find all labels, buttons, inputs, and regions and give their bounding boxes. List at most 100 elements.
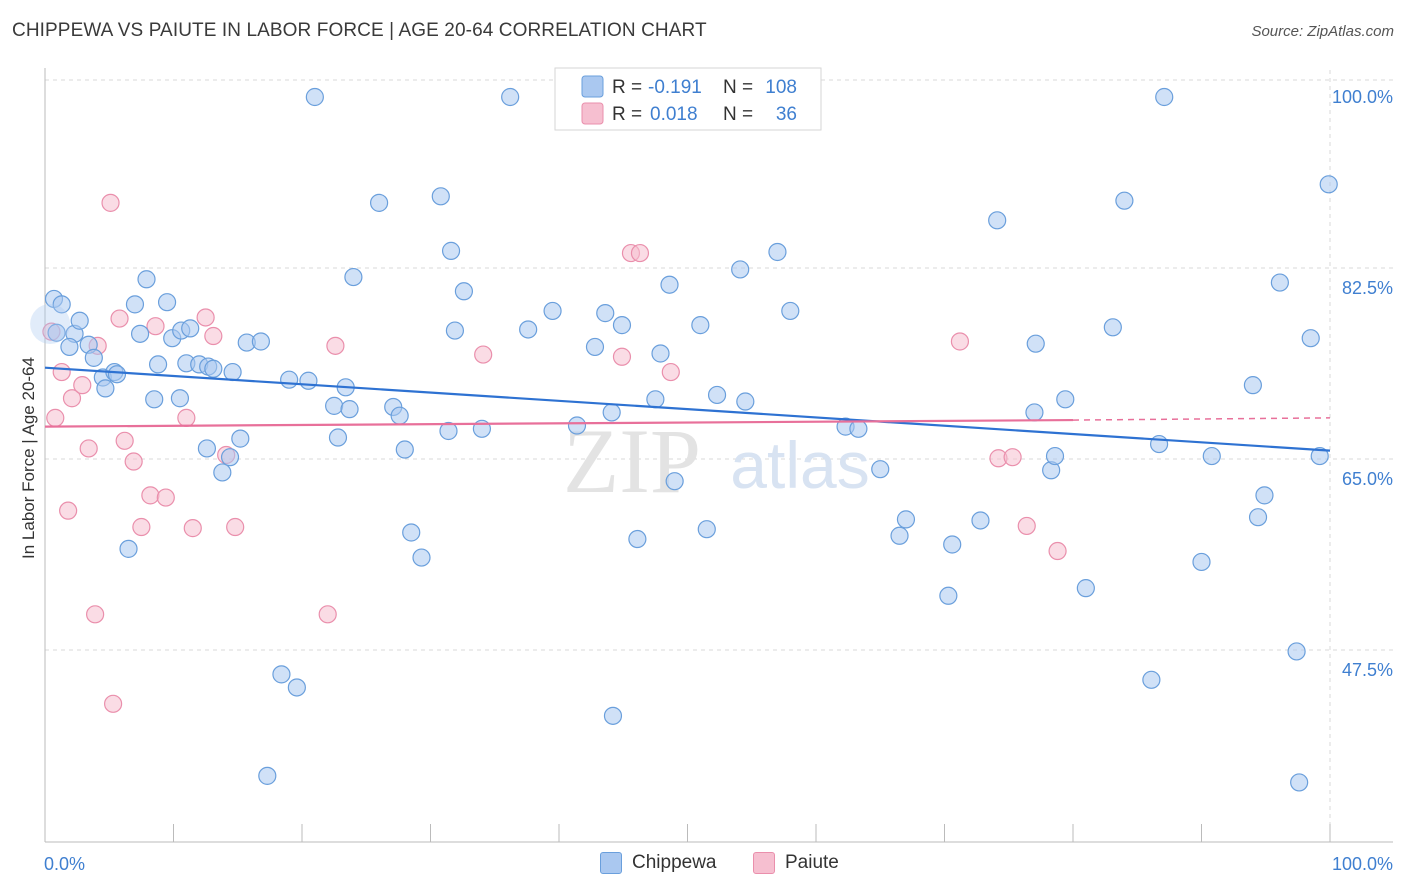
chippewa-point-87 xyxy=(1026,334,1045,353)
paiute-point-33 xyxy=(1003,448,1022,467)
legend-chippewa-n-value: 108 xyxy=(765,77,797,98)
chippewa-point-39 xyxy=(305,87,324,107)
paiute-point-3 xyxy=(59,501,78,520)
chippewa-point-29 xyxy=(220,448,240,467)
chippewa-point-31 xyxy=(231,429,250,448)
chippewa-point-34 xyxy=(258,766,277,785)
paiute-point-15 xyxy=(141,486,160,505)
y-axis-label: In Labor Force | Age 20-64 xyxy=(19,357,38,559)
grid-lines xyxy=(45,70,1393,842)
chippewa-point-72 xyxy=(697,520,716,539)
chippewa-point-16 xyxy=(145,390,164,409)
legend-top: R = -0.191 N = 108 R = 0.018 N = 36 xyxy=(554,67,822,131)
chippewa-point-51 xyxy=(431,187,450,206)
x-tick-label-min: 0.0% xyxy=(44,854,85,874)
chippewa-point-84 xyxy=(943,535,962,554)
y-tick-label-1: 82.5% xyxy=(1342,278,1393,298)
chippewa-point-44 xyxy=(344,267,363,287)
x-tick-labels: 0.0% 100.0% xyxy=(44,854,1393,874)
paiute-point-2 xyxy=(52,362,71,382)
chippewa-point-102 xyxy=(1255,486,1274,505)
chippewa-point-38 xyxy=(299,371,318,390)
chippewa-point-80 xyxy=(871,460,890,479)
chippewa-point-43 xyxy=(340,400,359,419)
chippewa-point-77 xyxy=(781,301,800,321)
x-tick-label-max: 100.0% xyxy=(1332,854,1393,874)
legend-bottom: Chippewa Paiute xyxy=(0,850,1406,880)
chippewa-point-55 xyxy=(454,282,474,301)
legend-paiute-r-value: 0.018 xyxy=(650,104,698,125)
paiute-point-30 xyxy=(661,362,680,382)
paiute-point-10 xyxy=(104,694,123,713)
chippewa-point-2 xyxy=(52,295,71,314)
chippewa-point-70 xyxy=(665,472,684,491)
chippewa-point-108 xyxy=(1319,175,1338,194)
chippewa-point-28 xyxy=(213,463,232,482)
legend-paiute-swatch-bottom xyxy=(753,852,775,874)
chippewa-trend-line xyxy=(44,366,1331,452)
chippewa-point-93 xyxy=(1103,318,1122,337)
paiute-point-20 xyxy=(196,308,215,327)
paiute-point-16 xyxy=(146,317,165,336)
chippewa-point-65 xyxy=(612,316,632,335)
legend-paiute-n-value: 36 xyxy=(776,104,797,125)
chippewa-point-106 xyxy=(1301,329,1320,348)
legend-chippewa-n-label: N = xyxy=(723,77,753,98)
chippewa-point-90 xyxy=(1045,446,1065,466)
legend-chippewa-r-value: -0.191 xyxy=(648,77,702,98)
legend-chippewa-label: Chippewa xyxy=(632,852,717,873)
chippewa-point-86 xyxy=(988,211,1007,230)
watermark-zip: ZIP xyxy=(563,410,701,512)
chippewa-point-6 xyxy=(70,311,89,330)
chippewa-point-47 xyxy=(390,406,409,425)
chippewa-point-37 xyxy=(287,678,306,697)
legend-item-paiute: Paiute xyxy=(753,852,839,874)
chippewa-point-75 xyxy=(736,392,755,411)
paiute-point-34 xyxy=(1017,516,1036,536)
chippewa-point-13 xyxy=(125,295,145,314)
chippewa-point-54 xyxy=(445,321,465,340)
chippewa-point-59 xyxy=(543,301,562,321)
chippewa-point-9 xyxy=(96,379,115,398)
paiute-point-29 xyxy=(630,243,650,263)
chippewa-point-30 xyxy=(223,362,242,382)
chippewa-point-74 xyxy=(731,260,750,279)
chippewa-point-50 xyxy=(412,548,431,567)
paiute-point-24 xyxy=(318,605,337,624)
chippewa-point-68 xyxy=(651,344,670,363)
chippewa-point-11 xyxy=(107,365,127,384)
chippewa-point-69 xyxy=(660,275,679,294)
paiute-point-1 xyxy=(46,408,65,427)
watermark-atlas: atlas xyxy=(730,428,869,502)
chippewa-point-7 xyxy=(84,348,103,367)
chippewa-point-27 xyxy=(204,359,223,378)
chippewa-point-100 xyxy=(1243,376,1263,395)
legend-item-chippewa: Chippewa xyxy=(600,852,717,874)
paiute-point-7 xyxy=(86,605,105,624)
paiute-point-19 xyxy=(183,519,202,538)
source-label: Source: ZipAtlas.com xyxy=(1251,23,1394,40)
chippewa-point-20 xyxy=(170,389,190,408)
chippewa-point-95 xyxy=(1142,670,1161,689)
paiute-point-18 xyxy=(177,408,196,427)
chippewa-point-12 xyxy=(119,539,138,558)
legend-chippewa-r-label: R = xyxy=(612,77,642,98)
paiute-point-6 xyxy=(79,439,98,458)
chippewa-point-94 xyxy=(1115,191,1134,210)
paiute-point-26 xyxy=(474,345,493,364)
paiute-point-5 xyxy=(73,376,92,395)
chippewa-point-83 xyxy=(939,586,958,605)
paiute-trend-line xyxy=(44,418,1074,428)
chippewa-points xyxy=(30,87,1338,792)
watermark: ZIP atlas xyxy=(563,410,870,512)
chippewa-point-97 xyxy=(1155,87,1174,107)
chippewa-point-62 xyxy=(596,304,615,323)
chippewa-point-71 xyxy=(691,316,710,335)
chippewa-point-73 xyxy=(707,385,727,405)
chippewa-point-1 xyxy=(47,323,66,342)
chippewa-point-41 xyxy=(328,428,348,447)
chippewa-point-52 xyxy=(439,421,458,441)
paiute-point-14 xyxy=(132,517,151,537)
legend-chippewa-swatch xyxy=(581,75,604,98)
chippewa-point-63 xyxy=(602,403,621,422)
